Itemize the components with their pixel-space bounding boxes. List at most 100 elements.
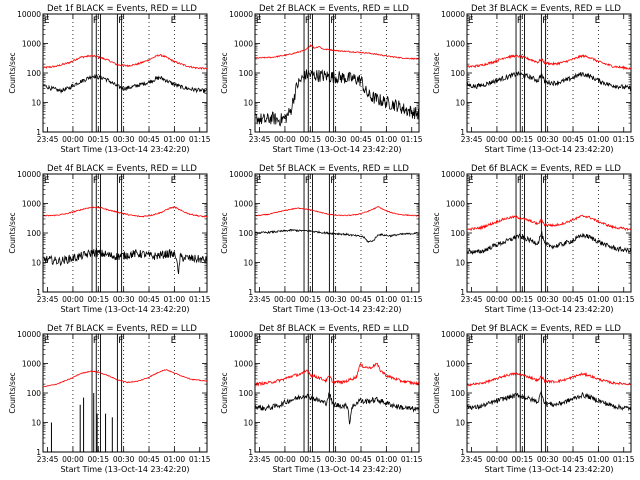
x-tick-label: 00:30 [113, 455, 135, 464]
chart-panel-9: Det 9f BLACK = Events, RED = LLD E F F E 1 10 1… [432, 324, 635, 474]
x-tick-label: 23:45 [249, 455, 271, 464]
x-tick-label: 00:00 [486, 455, 508, 464]
x-tick-label: 00:15 [87, 455, 109, 464]
x-tick-label: 00:15 [299, 135, 321, 144]
x-tick-label: 01:00 [376, 135, 398, 144]
series-line-lld [43, 206, 207, 218]
x-tick-label: 23:45 [37, 295, 59, 304]
y-tick-label: 10 [243, 259, 253, 268]
x-tick-label: 01:00 [164, 135, 186, 144]
chart-title: Det 9f BLACK = Events, RED = LLD [471, 324, 621, 334]
y-tick-label: 100 [27, 229, 42, 238]
plot-frame [254, 173, 420, 293]
x-tick-label: 00:45 [350, 295, 372, 304]
x-axis-label: Start Time (13-Oct-14 23:42:20) [484, 305, 613, 314]
chart-title: Det 4f BLACK = Events, RED = LLD [47, 164, 197, 174]
chart-panel-3: Det 3f BLACK = Events, RED = LLD E F F E 1 10 1… [432, 4, 635, 154]
x-tick-label: 01:00 [376, 455, 398, 464]
series-line-lld [467, 54, 631, 71]
segment-marker-label: E [595, 16, 601, 26]
y-tick-label: 100 [239, 69, 254, 78]
y-tick-label: 1000 [234, 40, 253, 49]
series-group [43, 53, 207, 94]
x-tick-label: 00:45 [562, 135, 584, 144]
y-tick-label: 1000 [22, 360, 41, 369]
series-line-lld [467, 214, 631, 232]
y-tick-label: 10000 [229, 10, 253, 19]
segment-marker-label: E [468, 16, 474, 26]
y-tick-label: 100 [451, 229, 466, 238]
x-axis-label: Start Time (13-Oct-14 23:42:20) [60, 465, 189, 474]
series-line-events [43, 74, 207, 94]
series-line-events [43, 247, 207, 275]
x-tick-label: 01:15 [189, 135, 211, 144]
y-tick-label: 10 [31, 419, 41, 428]
chart-title: Det 1f BLACK = Events, RED = LLD [47, 4, 197, 14]
plot-frame [42, 13, 208, 133]
x-tick-label: 00:15 [511, 295, 533, 304]
x-tick-label: 23:45 [37, 135, 59, 144]
x-tick-label: 00:45 [138, 455, 160, 464]
y-tick-label: 1000 [446, 200, 465, 209]
x-tick-label: 01:00 [164, 295, 186, 304]
segment-marker-label: E [383, 336, 389, 346]
series-line-lld [255, 206, 419, 217]
segment-marker-label: F [305, 176, 310, 186]
plot-frame [42, 333, 208, 453]
x-tick-label: 00:00 [486, 135, 508, 144]
x-tick-label: 00:30 [325, 295, 347, 304]
x-tick-label: 00:45 [562, 455, 584, 464]
x-tick-label: 23:45 [249, 135, 271, 144]
x-tick-label: 00:30 [537, 455, 559, 464]
y-tick-label: 100 [27, 389, 42, 398]
segment-marker-label: F [93, 16, 98, 26]
y-tick-label: 10 [243, 99, 253, 108]
segment-marker-label: E [468, 336, 474, 346]
x-axis-label: Start Time (13-Oct-14 23:42:20) [272, 305, 401, 314]
series-group [255, 362, 419, 425]
segment-marker-label: E [468, 176, 474, 186]
segment-marker-label: E [383, 16, 389, 26]
segment-marker-label: E [171, 336, 177, 346]
y-tick-label: 1 [36, 448, 41, 457]
plot-frame [466, 333, 632, 453]
y-tick-label: 1 [36, 128, 41, 137]
series-group [467, 54, 631, 92]
segment-marker-label: F [330, 176, 335, 186]
y-axis-label: Counts/sec [432, 372, 441, 413]
x-tick-label: 00:00 [62, 295, 84, 304]
x-tick-label: 00:45 [562, 295, 584, 304]
plot-frame [254, 333, 420, 453]
segment-marker-label: F [118, 176, 123, 186]
y-tick-label: 10 [455, 99, 465, 108]
x-axis-label: Start Time (13-Oct-14 23:42:20) [60, 145, 189, 154]
y-tick-label: 1000 [22, 200, 41, 209]
x-tick-label: 00:00 [274, 455, 296, 464]
y-tick-label: 1 [460, 128, 465, 137]
segment-marker-label: F [330, 336, 335, 346]
y-tick-label: 10000 [17, 330, 41, 339]
x-tick-label: 00:00 [62, 455, 84, 464]
y-tick-label: 1000 [234, 360, 253, 369]
y-axis-label: Counts/sec [432, 52, 441, 93]
x-tick-label: 01:00 [588, 295, 610, 304]
plot-frame [254, 13, 420, 133]
y-tick-label: 1 [248, 448, 253, 457]
segment-marker-label: E [256, 16, 262, 26]
x-axis-label: Start Time (13-Oct-14 23:42:20) [272, 145, 401, 154]
x-tick-label: 01:15 [613, 455, 635, 464]
y-tick-label: 10000 [441, 170, 465, 179]
segment-marker-label: F [93, 336, 98, 346]
x-tick-label: 00:00 [486, 295, 508, 304]
plot-frame [42, 173, 208, 293]
series-line-events [255, 392, 419, 425]
chart-panel-4: Det 4f BLACK = Events, RED = LLD E F F E 1 10 1… [8, 164, 211, 314]
x-tick-label: 23:45 [461, 295, 483, 304]
y-tick-label: 10 [243, 419, 253, 428]
y-axis-label: Counts/sec [8, 212, 17, 253]
segment-marker-label: F [118, 16, 123, 26]
chart-title: Det 5f BLACK = Events, RED = LLD [259, 164, 409, 174]
x-tick-label: 01:15 [401, 455, 423, 464]
y-axis-label: Counts/sec [220, 212, 229, 253]
